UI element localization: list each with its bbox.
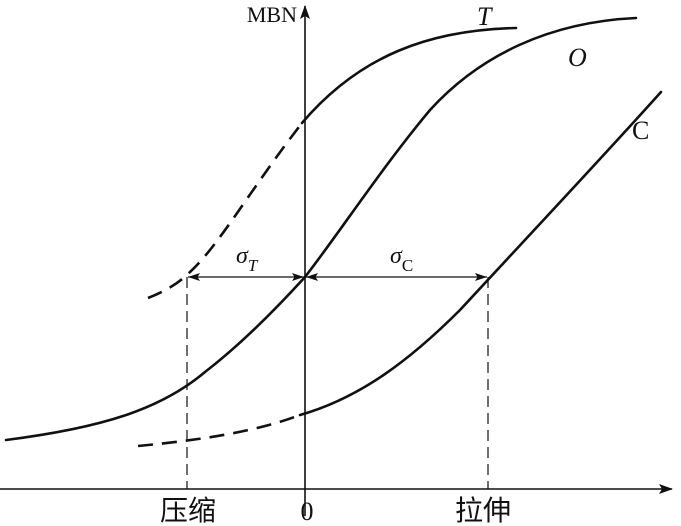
x-compression-label: 压缩 [160,495,216,526]
curve-t [300,26,518,125]
x-origin-label: 0 [301,497,314,526]
curve-t-dashed [147,122,304,300]
curve-o [4,16,638,442]
y-axis-label: MBN [247,2,297,27]
sigma-t-label: σT [236,243,259,275]
curve-c-dashed [137,413,301,448]
curve-c-label: C [632,116,649,145]
x-tension-label: 拉伸 [455,495,511,526]
curve-t-label: T [477,2,493,31]
sigma-c-label: σC [390,243,413,275]
curve-c [298,90,663,417]
curve-o-label: O [568,43,587,72]
